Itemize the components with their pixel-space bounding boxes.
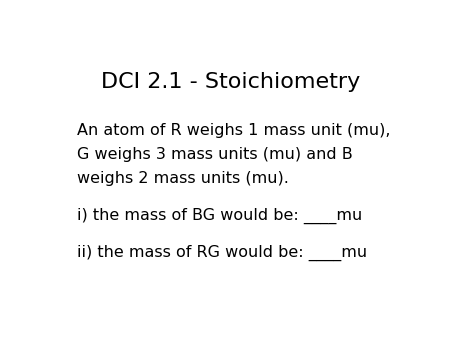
Text: i) the mass of BG would be: ____mu: i) the mass of BG would be: ____mu: [77, 208, 362, 224]
Text: DCI 2.1 - Stoichiometry: DCI 2.1 - Stoichiometry: [101, 72, 360, 92]
Text: An atom of R weighs 1 mass unit (mu),: An atom of R weighs 1 mass unit (mu),: [77, 123, 391, 138]
Text: ii) the mass of RG would be: ____mu: ii) the mass of RG would be: ____mu: [77, 244, 367, 261]
Text: weighs 2 mass units (mu).: weighs 2 mass units (mu).: [77, 171, 289, 186]
Text: G weighs 3 mass units (mu) and B: G weighs 3 mass units (mu) and B: [77, 147, 353, 162]
